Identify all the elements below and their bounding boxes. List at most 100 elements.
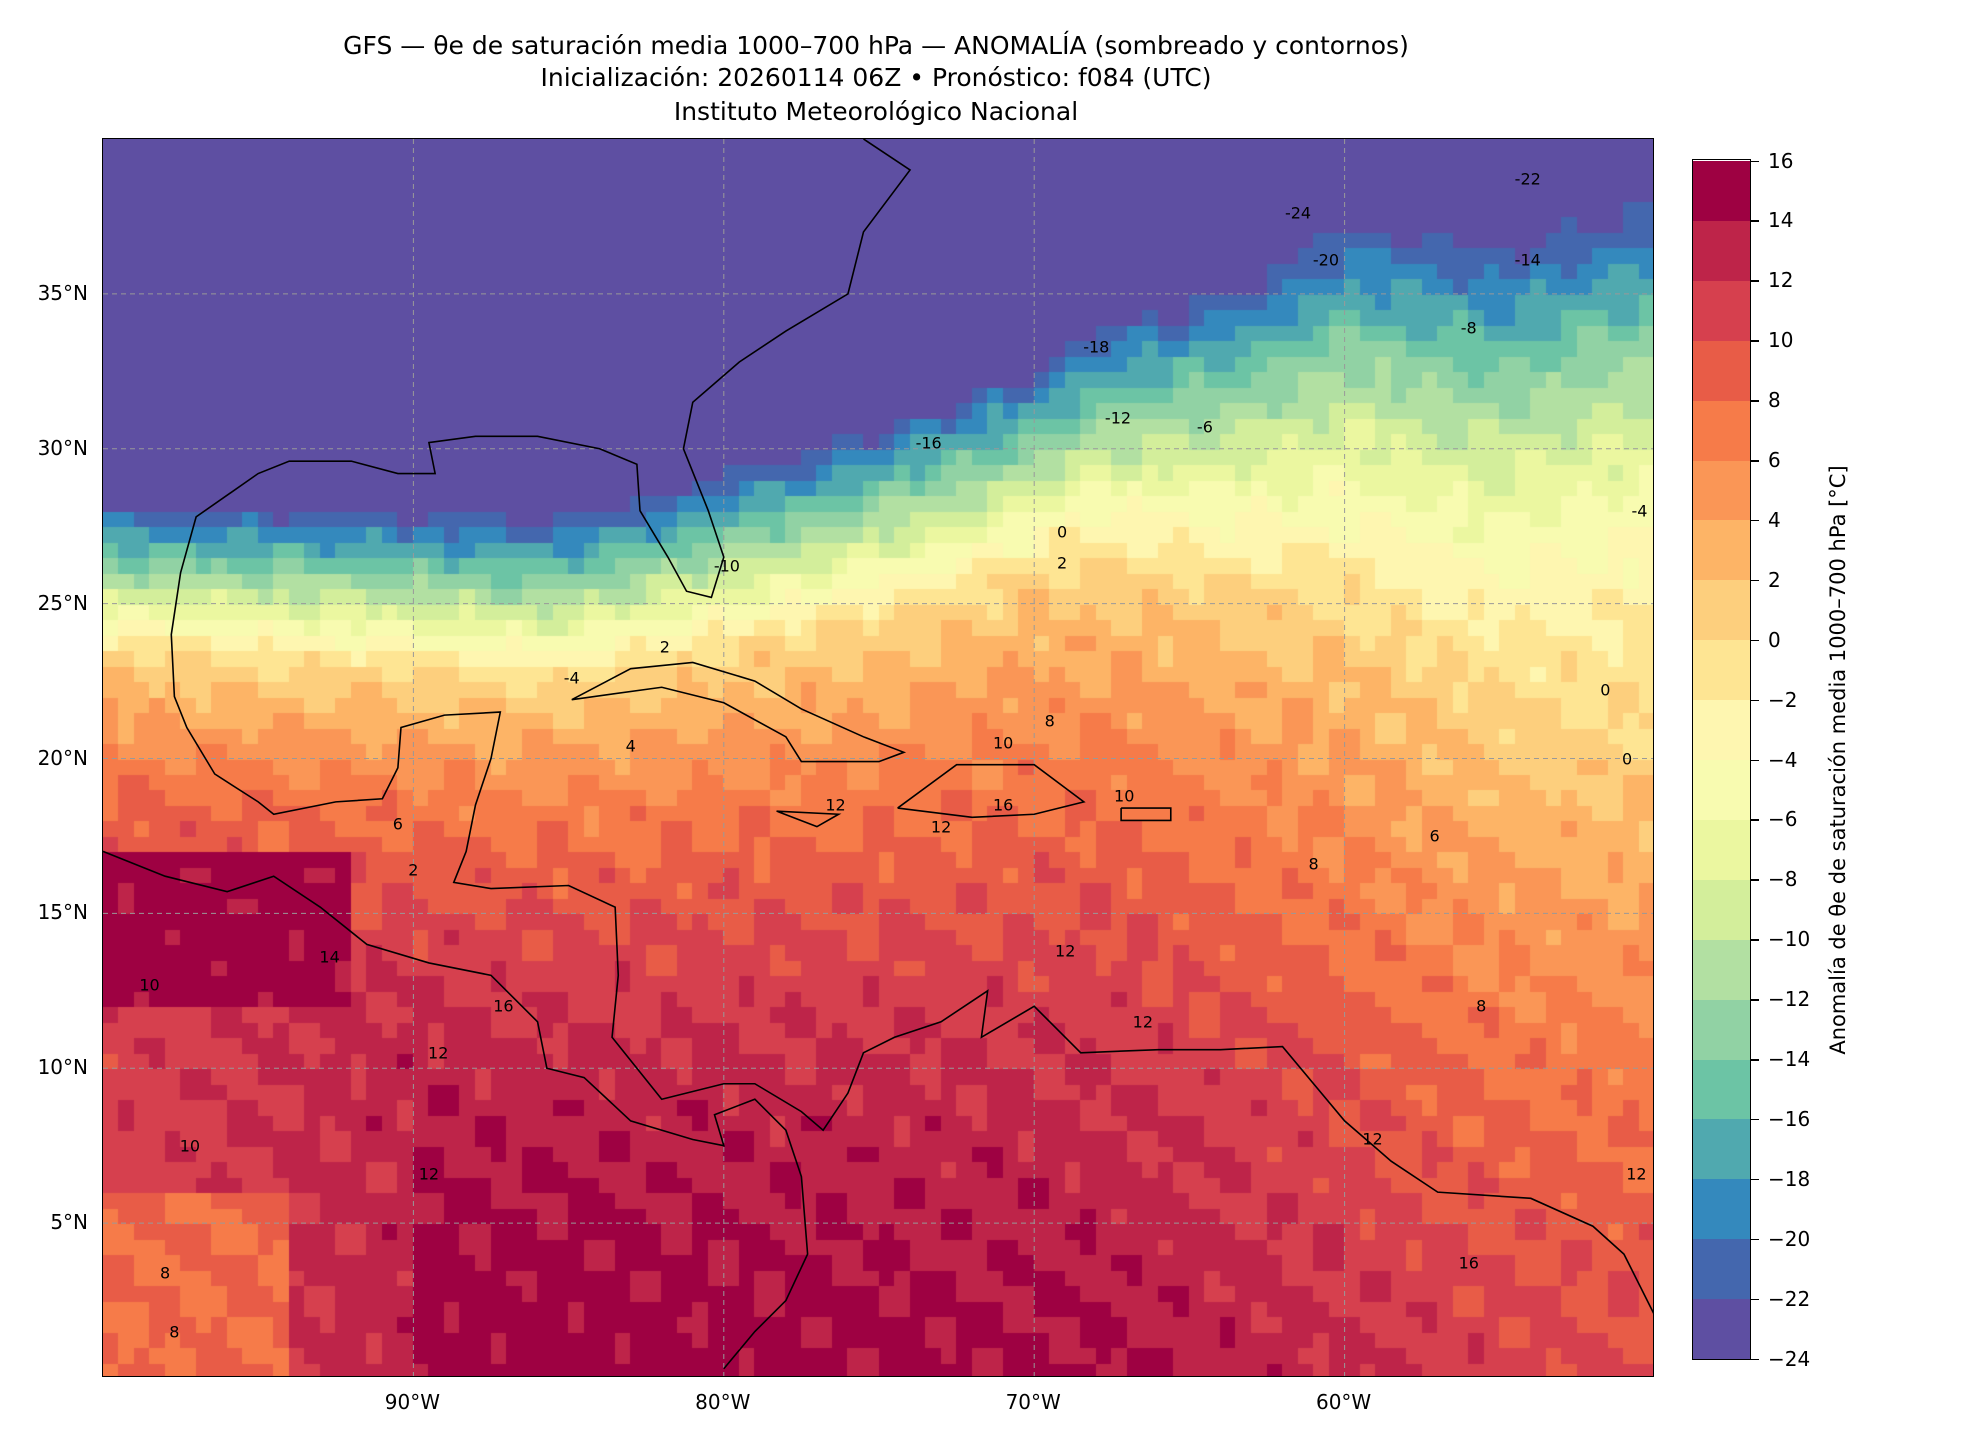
colorbar-tick-mark: [1751, 639, 1759, 642]
colorbar-tick-mark: [1751, 400, 1759, 402]
colorbar: [1692, 159, 1751, 1360]
colorbar-tick-label: 14: [1768, 208, 1794, 233]
colorbar-tick-mark: [1751, 340, 1759, 342]
contour-label: 2: [408, 860, 419, 880]
contour-label: 16: [493, 996, 514, 1016]
contour-label: -10: [713, 556, 740, 576]
colorbar-label: Anomalía de θe de saturación media 1000–…: [1826, 465, 1850, 1055]
colorbar-tick-label: −4: [1768, 747, 1798, 772]
contour-label: 16: [992, 795, 1014, 815]
colorbar-segment: [1693, 280, 1750, 341]
colorbar-segment: [1693, 220, 1750, 281]
contour-label: -22: [1514, 169, 1541, 189]
colorbar-tick-label: 2: [1768, 567, 1781, 592]
contour-label: 2: [659, 637, 670, 657]
coastline: [103, 850, 809, 1370]
colorbar-tick-label: 8: [1768, 388, 1781, 413]
contour-label: 12: [1626, 1164, 1647, 1184]
colorbar-tick-label: −6: [1768, 807, 1798, 832]
contour-label: 8: [1044, 711, 1055, 731]
colorbar-segment: [1693, 519, 1750, 581]
colorbar-segment: [1693, 400, 1750, 461]
colorbar-tick-mark: [1751, 1118, 1759, 1121]
colorbar-tick-label: −20: [1768, 1226, 1811, 1251]
colorbar-segment: [1693, 939, 1750, 1000]
colorbar-tick-mark: [1751, 220, 1759, 222]
colorbar-tick-mark: [1751, 280, 1759, 282]
colorbar-segment: [1693, 579, 1750, 641]
colorbar-segment: [1693, 1238, 1750, 1300]
colorbar-tick-mark: [1751, 460, 1759, 462]
coastline: [571, 661, 907, 763]
y-tick-label: 10°N: [37, 1055, 88, 1080]
colorbar-tick-label: −16: [1768, 1106, 1811, 1131]
contour-label: 12: [1055, 941, 1076, 961]
contour-label: -4: [563, 668, 580, 688]
colorbar-segment: [1693, 699, 1750, 760]
x-tick-label: 90°W: [384, 1390, 441, 1414]
colorbar-tick-label: −2: [1768, 687, 1798, 712]
chart-title: GFS — θe de saturación media 1000–700 hP…: [343, 31, 1409, 60]
contour-label: -12: [1104, 408, 1132, 428]
contour-label: 12: [418, 1164, 440, 1184]
contour-label: 6: [392, 814, 403, 834]
coastline: [170, 139, 1653, 1314]
contour-label: -20: [1312, 250, 1340, 270]
x-tick-label: 60°W: [1315, 1390, 1372, 1414]
colorbar-tick-mark: [1751, 939, 1759, 941]
y-tick-label: 30°N: [37, 435, 88, 460]
contour-label: 10: [139, 975, 160, 995]
colorbar-segment: [1693, 1118, 1750, 1180]
colorbar-tick-label: 16: [1768, 148, 1794, 173]
contour-label: -4: [1631, 501, 1648, 521]
colorbar-segment: [1693, 639, 1750, 701]
y-tick-label: 5°N: [50, 1210, 88, 1235]
contour-label: 8: [1308, 854, 1319, 874]
colorbar-tick-mark: [1751, 879, 1759, 881]
colorbar-tick-mark: [1751, 819, 1759, 821]
colorbar-tick-label: −10: [1768, 927, 1811, 952]
contour-label: -14: [1514, 250, 1541, 270]
contour-label: -24: [1284, 203, 1312, 223]
contour-label: -6: [1196, 417, 1213, 437]
colorbar-segment: [1693, 460, 1750, 521]
contour-label: 10: [992, 733, 1014, 753]
colorbar-segment: [1693, 1059, 1750, 1120]
chart-subtitle-init: Inicialización: 20260114 06Z • Pronóstic…: [540, 63, 1212, 92]
map-plot-area: -24 -22 -20 -14 -18 -8 -16 -12 -6 -4 0 2 -10 2 -4 4 0 0 8 1…: [102, 138, 1654, 1377]
coastline: [897, 763, 1086, 819]
contour-label: 8: [169, 1322, 180, 1342]
contour-label: 6: [1429, 826, 1440, 846]
colorbar-tick-mark: [1751, 519, 1759, 522]
contour-label: -8: [1460, 318, 1477, 338]
map-overlay: [103, 139, 1653, 1376]
contour-label: -18: [1083, 337, 1110, 357]
colorbar-tick-label: −8: [1768, 867, 1798, 892]
colorbar-tick-label: 0: [1768, 627, 1781, 652]
colorbar-segment: [1693, 819, 1750, 880]
colorbar-tick-label: 4: [1768, 507, 1781, 532]
colorbar-segment: [1693, 999, 1750, 1060]
colorbar-segment: [1693, 160, 1750, 221]
colorbar-tick-mark: [1751, 1358, 1759, 1360]
contour-label: 8: [159, 1263, 171, 1283]
colorbar-tick-mark: [1751, 1298, 1759, 1301]
colorbar-segment: [1693, 879, 1750, 940]
contour-label: 12: [428, 1043, 449, 1063]
colorbar-tick-mark: [1751, 699, 1759, 702]
y-tick-label: 20°N: [37, 745, 88, 770]
x-tick-label: 80°W: [695, 1390, 751, 1414]
contour-label: 10: [1114, 786, 1135, 806]
colorbar-tick-label: −12: [1768, 987, 1811, 1012]
colorbar-tick-mark: [1751, 160, 1759, 162]
colorbar-tick-mark: [1751, 579, 1759, 582]
contour-label: 12: [825, 795, 846, 815]
colorbar-segment: [1693, 340, 1750, 401]
colorbar-tick-mark: [1751, 1059, 1759, 1061]
contour-label: 0: [1057, 522, 1068, 542]
x-tick-label: 70°W: [1005, 1390, 1061, 1414]
contour-label: 12: [930, 817, 952, 837]
colorbar-segment: [1693, 1298, 1750, 1359]
contour-label: 12: [1362, 1129, 1383, 1149]
y-tick-label: 25°N: [37, 590, 88, 615]
